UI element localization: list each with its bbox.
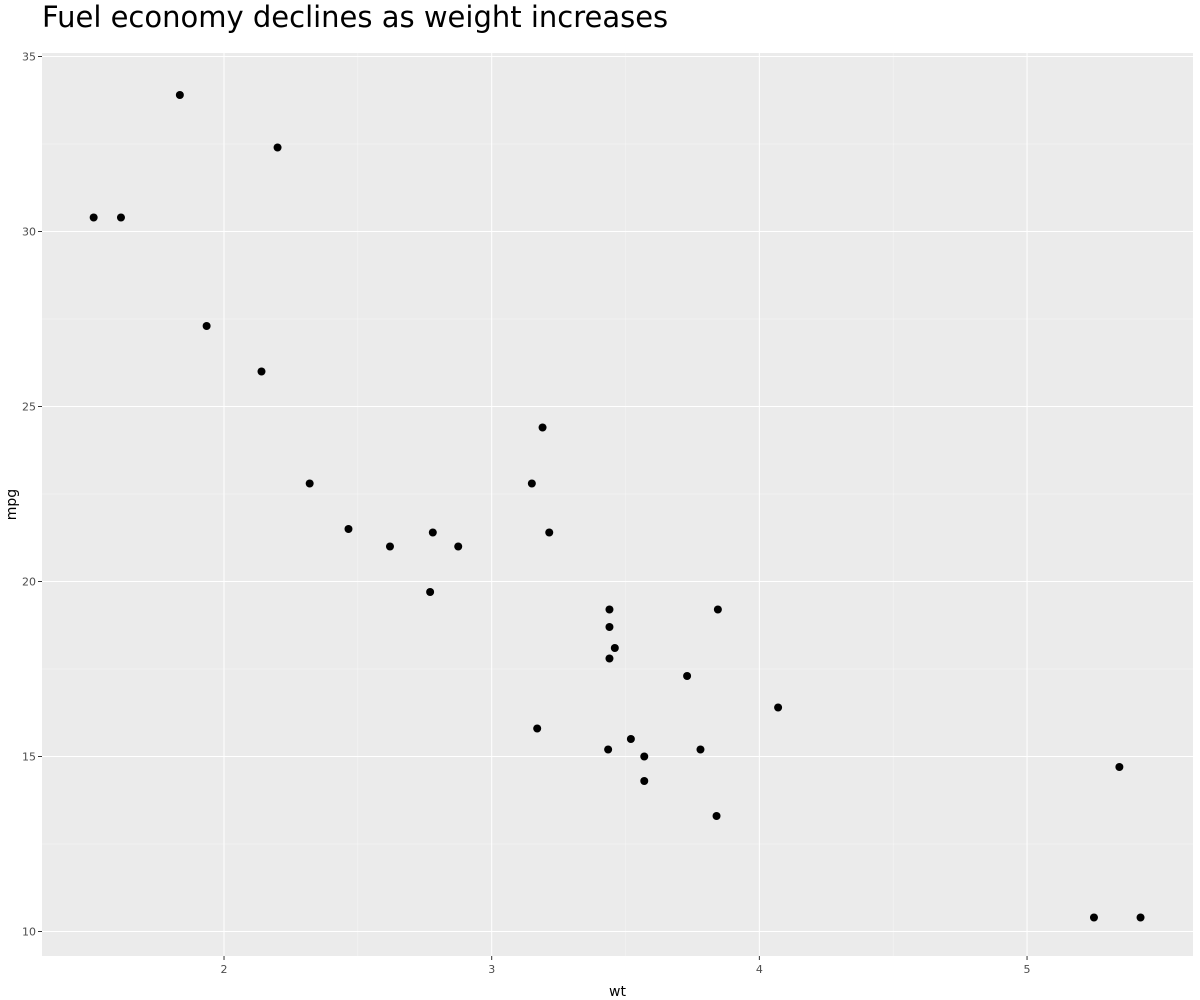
data-point: [533, 724, 542, 733]
data-point: [538, 423, 547, 432]
data-point: [527, 479, 536, 488]
data-point: [1115, 763, 1124, 771]
minor-gridlines: [42, 53, 1193, 956]
data-point: [683, 672, 692, 680]
data-point: [273, 143, 282, 152]
data-point: [696, 745, 705, 754]
data-point: [454, 542, 463, 551]
y-tick-label: 30: [22, 226, 36, 239]
data-point: [626, 735, 635, 743]
x-tick-label: 2: [221, 963, 228, 976]
data-point: [1089, 913, 1098, 922]
major-gridlines: [42, 53, 1193, 956]
y-axis-title: mpg: [4, 489, 20, 520]
data-point: [344, 525, 353, 533]
y-tick-label: 10: [22, 926, 36, 939]
data-points: [89, 91, 1145, 922]
data-point: [257, 367, 266, 376]
data-point: [774, 703, 783, 712]
data-point: [605, 654, 614, 663]
data-point: [202, 322, 211, 330]
data-point: [426, 588, 435, 596]
y-tick-label: 15: [22, 751, 36, 764]
data-point: [640, 752, 649, 761]
data-point: [116, 213, 125, 222]
plot-panel: [42, 53, 1193, 956]
y-tick-label: 20: [22, 576, 36, 589]
data-point: [605, 623, 614, 631]
data-point: [610, 644, 619, 652]
data-point: [640, 777, 649, 785]
data-point: [89, 213, 98, 222]
data-point: [604, 745, 613, 754]
data-point: [305, 479, 314, 488]
data-point: [385, 542, 394, 551]
chart-title: Fuel economy declines as weight increase…: [42, 0, 669, 34]
x-tick-label: 3: [488, 963, 495, 976]
data-point: [428, 528, 437, 537]
data-point: [175, 91, 184, 99]
data-point: [712, 812, 721, 820]
data-point: [545, 528, 554, 537]
data-point: [605, 605, 614, 614]
y-tick-label: 25: [22, 401, 36, 414]
data-point: [713, 605, 722, 614]
x-axis-title: wt: [609, 984, 626, 1000]
axis-ticks: 2 3 4 5 10 15 20 25 30 35: [22, 51, 1031, 977]
x-tick-label: 5: [1024, 963, 1031, 976]
x-tick-label: 4: [756, 963, 763, 976]
data-point: [1136, 913, 1145, 922]
y-tick-label: 35: [22, 51, 36, 64]
